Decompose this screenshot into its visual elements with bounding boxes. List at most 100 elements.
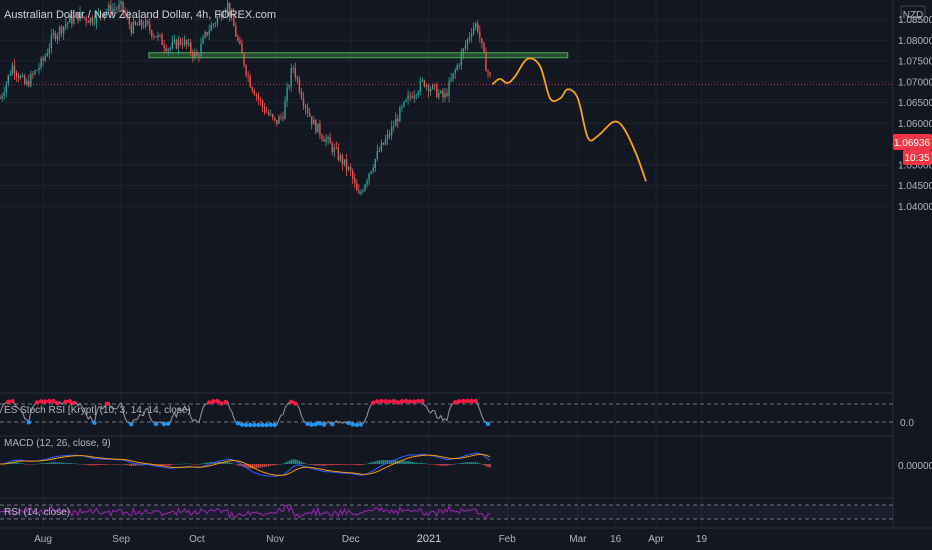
time-axis[interactable]: Aug Sep Oct Nov Dec 2021 Feb Mar 16 Apr 19 — [0, 527, 932, 545]
candle-body — [335, 147, 338, 149]
price-tick-label: 1.07000 — [898, 77, 932, 88]
time-tick-label: Oct — [189, 534, 205, 545]
price-axis[interactable]: NZD 1.08500 1.08000 1.07500 1.07000 1.06500 1… — [892, 0, 932, 550]
candle-body — [282, 116, 284, 119]
candle-body — [190, 42, 192, 53]
candle-body — [229, 2, 231, 16]
candle-body — [155, 36, 157, 38]
candle-body — [171, 41, 174, 48]
candle-body — [75, 13, 77, 17]
candle-body — [62, 26, 65, 34]
candle-body — [325, 138, 327, 142]
candle-body — [249, 75, 251, 88]
candle-body — [380, 142, 383, 151]
candle-body — [481, 38, 483, 43]
candle-body — [157, 34, 159, 38]
candle-body — [40, 58, 42, 68]
candle-body — [354, 178, 356, 184]
candle-body — [147, 20, 149, 24]
candle-body — [395, 118, 397, 127]
candle-body — [384, 139, 387, 145]
candle-body — [341, 155, 344, 165]
candle-body — [169, 47, 171, 50]
candle-body — [315, 119, 317, 133]
candle-body — [462, 48, 465, 54]
candle-body — [130, 24, 133, 34]
candle-body — [290, 68, 292, 87]
candle-body — [50, 34, 53, 49]
candle-body — [265, 112, 268, 114]
time-tick-label: Mar — [569, 534, 587, 545]
candle-body — [93, 22, 96, 24]
candle-body — [87, 21, 89, 23]
candle-body — [188, 42, 190, 45]
resistance-zone[interactable] — [148, 52, 569, 59]
candle-body — [165, 47, 167, 52]
time-tick-label: Dec — [342, 534, 360, 545]
candle-body — [36, 70, 38, 71]
currency-label: NZD — [903, 10, 924, 21]
candle-body — [368, 173, 370, 181]
candle-body — [327, 137, 329, 139]
candle-body — [477, 23, 479, 32]
candle-body — [292, 67, 294, 69]
currency-button[interactable] — [900, 5, 926, 23]
candle-body — [296, 77, 299, 80]
candle-body — [284, 100, 286, 119]
candle-body — [224, 10, 227, 15]
candle-body — [280, 116, 282, 118]
candle-body — [30, 73, 32, 86]
candle-body — [28, 80, 30, 86]
candle-body — [222, 14, 225, 19]
candle-body — [85, 17, 87, 22]
candle-body — [71, 16, 73, 24]
candle-body — [95, 13, 98, 23]
candle-body — [48, 48, 51, 54]
time-tick-label: Sep — [112, 534, 130, 545]
candle-body — [206, 32, 208, 35]
candle-body — [466, 39, 469, 46]
candle-body — [448, 81, 450, 96]
candle-body — [5, 83, 7, 93]
candle-body — [116, 9, 118, 10]
candle-body — [124, 11, 126, 15]
projection-curve[interactable] — [491, 57, 647, 182]
candle-body — [364, 184, 366, 191]
countdown-tag — [903, 150, 932, 165]
candle-body — [21, 75, 24, 77]
candle-body — [73, 16, 75, 24]
candle-body — [434, 84, 436, 86]
candle-body — [161, 34, 163, 45]
candle-body — [382, 142, 385, 145]
time-tick-label: Nov — [266, 534, 284, 545]
candle-body — [479, 31, 481, 39]
candle-body — [83, 16, 85, 18]
candle-body — [450, 79, 452, 82]
candle-body — [356, 183, 358, 191]
candle-body — [386, 134, 389, 140]
candle-body — [358, 190, 360, 194]
price-tick-label: 1.04500 — [898, 181, 932, 192]
time-tick-label: 19 — [696, 534, 708, 545]
price-tick-label: 1.06000 — [898, 119, 932, 130]
candle-body — [452, 73, 454, 80]
chart-title: Australian Dollar / New Zealand Dollar, … — [4, 9, 276, 21]
candle-body — [339, 155, 342, 160]
current-price-tag — [893, 134, 932, 150]
candle-body — [255, 95, 258, 96]
candle-body — [409, 95, 411, 97]
candle-body — [378, 150, 381, 152]
candle-body — [110, 5, 112, 14]
time-tick-label: Aug — [34, 534, 52, 545]
candle-body — [405, 99, 407, 102]
candle-body — [321, 135, 323, 139]
candle-body — [233, 13, 235, 27]
candle-body — [185, 40, 188, 45]
candle-body — [489, 72, 491, 76]
candle-body — [183, 40, 186, 46]
candle-body — [212, 24, 215, 26]
rsi-label: RSI (14, close) — [4, 507, 70, 518]
candle-body — [0, 98, 1, 100]
candle-body — [251, 87, 253, 91]
